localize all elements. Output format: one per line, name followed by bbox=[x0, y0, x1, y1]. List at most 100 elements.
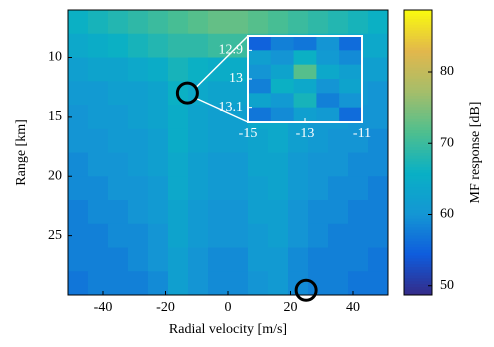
colorbar-step bbox=[404, 161, 432, 165]
heat-cell bbox=[348, 223, 369, 248]
colorbar-step bbox=[404, 272, 432, 276]
heat-cell bbox=[128, 105, 149, 130]
colorbar-step bbox=[404, 112, 432, 116]
colorbar-step bbox=[404, 223, 432, 228]
heat-cell bbox=[368, 105, 389, 130]
heat-cell bbox=[248, 176, 269, 201]
heat-cell bbox=[188, 247, 209, 272]
heat-cell bbox=[268, 128, 289, 153]
heat-cell bbox=[68, 81, 89, 106]
colorbar-step bbox=[404, 152, 432, 156]
heat-cell bbox=[148, 81, 169, 106]
colorbar-step bbox=[404, 58, 432, 62]
heat-cell bbox=[328, 128, 349, 153]
x-tick-label: -40 bbox=[94, 300, 113, 315]
heat-cell bbox=[88, 152, 109, 177]
heat-cell bbox=[288, 152, 309, 177]
colorbar-step bbox=[404, 229, 432, 233]
colorbar-step bbox=[404, 183, 432, 188]
heat-cell bbox=[128, 200, 149, 225]
heat-cell bbox=[368, 223, 389, 248]
colorbar-frame bbox=[403, 9, 433, 296]
heat-cell bbox=[168, 10, 189, 35]
colorbar-step bbox=[404, 104, 432, 108]
heat-cell bbox=[88, 105, 109, 130]
heat-cell bbox=[168, 57, 189, 82]
colorbar-step bbox=[404, 29, 432, 34]
heat-cell bbox=[68, 176, 89, 201]
heat-cell bbox=[148, 176, 169, 201]
heat-cell bbox=[270, 36, 295, 51]
colorbar-step bbox=[404, 146, 432, 151]
colorbar-step bbox=[404, 166, 432, 171]
heat-cell bbox=[188, 128, 209, 153]
colorbar-step bbox=[404, 143, 432, 148]
heat-cell bbox=[328, 223, 349, 248]
heat-cell bbox=[88, 33, 109, 58]
heat-cell bbox=[148, 271, 169, 296]
y-axis-label: Range [km] bbox=[14, 119, 29, 185]
heat-cell bbox=[316, 79, 340, 94]
heat-cell bbox=[268, 200, 289, 225]
colorbar-step bbox=[404, 78, 432, 82]
heat-cell bbox=[288, 200, 309, 225]
colorbar-step bbox=[404, 115, 432, 119]
y-tick-label: 25 bbox=[48, 228, 62, 243]
colorbar-step bbox=[404, 149, 432, 153]
colorbar-step bbox=[404, 44, 432, 48]
heat-cell bbox=[339, 79, 363, 94]
colorbar-step bbox=[404, 235, 432, 239]
heat-cell bbox=[368, 128, 389, 153]
connector bbox=[194, 35, 249, 89]
heat-cell bbox=[248, 64, 272, 80]
heat-cell bbox=[248, 50, 272, 66]
heat-cell bbox=[270, 50, 295, 66]
colorbar-step bbox=[404, 41, 432, 45]
heat-cell bbox=[368, 200, 389, 225]
colorbar-step bbox=[404, 132, 432, 136]
colorbar-label: MF response [dB] bbox=[468, 102, 483, 204]
heat-cell bbox=[148, 200, 169, 225]
colorbar-step bbox=[404, 86, 432, 91]
heat-cell bbox=[339, 50, 363, 66]
heat-cell bbox=[348, 200, 369, 225]
heat-cell bbox=[368, 33, 389, 58]
heat-cell bbox=[128, 81, 149, 106]
heat-cell bbox=[293, 64, 317, 80]
heat-cell bbox=[88, 247, 109, 272]
heat-cell bbox=[348, 10, 369, 35]
colorbar-step bbox=[404, 240, 432, 245]
colorbar-step bbox=[404, 95, 432, 99]
heat-cell bbox=[208, 128, 229, 153]
colorbar-tick-label: 50 bbox=[440, 278, 454, 293]
colorbar-step bbox=[404, 218, 432, 222]
colorbar-step bbox=[404, 10, 432, 14]
colorbar-step bbox=[404, 220, 432, 225]
heat-cell bbox=[128, 247, 149, 272]
heat-cell bbox=[228, 128, 249, 153]
heat-cell bbox=[148, 33, 169, 58]
heat-cell bbox=[188, 271, 209, 296]
heat-cell bbox=[128, 33, 149, 58]
heat-cell bbox=[88, 57, 109, 82]
heat-cell bbox=[188, 105, 209, 130]
heat-cell bbox=[248, 128, 269, 153]
colorbar-step bbox=[404, 266, 432, 270]
heat-cell bbox=[108, 200, 129, 225]
heat-cell bbox=[368, 271, 389, 296]
heat-cell bbox=[308, 152, 329, 177]
colorbar-step bbox=[404, 215, 432, 219]
heat-cell bbox=[270, 79, 295, 94]
heat-cell bbox=[88, 176, 109, 201]
heat-cell bbox=[316, 93, 340, 109]
heat-cell bbox=[248, 10, 269, 35]
colorbar-step bbox=[404, 257, 432, 262]
heat-cell bbox=[208, 10, 229, 35]
heat-cell bbox=[368, 152, 389, 177]
colorbar-step bbox=[404, 255, 432, 259]
colorbar-step bbox=[404, 169, 432, 173]
heat-cell bbox=[88, 271, 109, 296]
colorbar-step bbox=[404, 49, 432, 54]
colorbar-step bbox=[404, 32, 432, 37]
heat-cell bbox=[148, 105, 169, 130]
